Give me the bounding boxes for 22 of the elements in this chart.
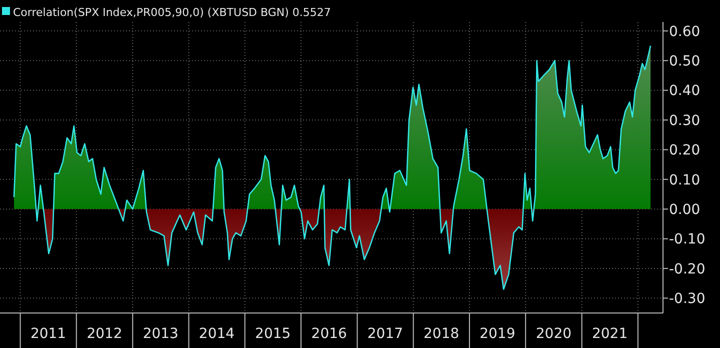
x-tick-label: 2013 <box>142 326 178 342</box>
y-tick-label: 0.40 <box>669 83 700 100</box>
x-tick-label: 2014 <box>198 326 235 342</box>
x-tick-label: 2017 <box>367 326 404 342</box>
x-tick-label: 2012 <box>86 326 122 342</box>
x-tick-label: 2018 <box>424 326 460 342</box>
y-tick-label: 0.10 <box>669 172 700 188</box>
y-tick-label: -0.20 <box>669 261 706 278</box>
y-tick-label: 0.20 <box>669 142 700 159</box>
y-tick-label: -0.30 <box>669 291 706 308</box>
y-tick-label: 0.60 <box>669 24 700 40</box>
x-tick-label: 2015 <box>255 326 291 342</box>
x-tick-label: 2019 <box>480 326 516 342</box>
y-tick-label: 0.00 <box>669 202 700 218</box>
y-tick-label: -0.10 <box>669 232 706 248</box>
y-tick-label: 0.50 <box>669 54 700 70</box>
legend-label: Correlation(SPX Index,PR005,90,0) (XBTUSD BGN) 0.5527 <box>13 6 331 19</box>
y-tick-label: 0.30 <box>669 112 700 129</box>
x-tick-label: 2011 <box>30 326 66 342</box>
x-tick-label: 2020 <box>536 326 572 342</box>
x-tick-label: 2021 <box>592 326 628 342</box>
x-tick-label: 2016 <box>311 326 348 342</box>
